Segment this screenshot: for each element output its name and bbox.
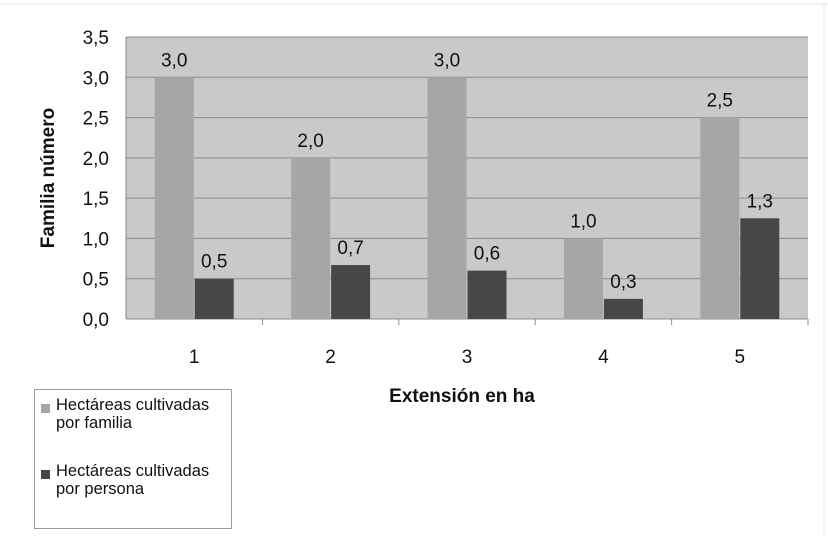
bar-persona-2 bbox=[331, 265, 371, 319]
y-tick-label: 1,0 bbox=[83, 229, 109, 250]
bar-persona-3 bbox=[467, 270, 507, 319]
bar-familia-5 bbox=[700, 117, 740, 319]
y-tick-label: 0,0 bbox=[83, 310, 109, 331]
data-label: 3,0 bbox=[434, 50, 460, 71]
data-label: 1,0 bbox=[570, 211, 596, 232]
y-axis-title: Familia número bbox=[38, 108, 59, 248]
legend-label-persona: Hectáreas cultivadas por persona bbox=[56, 462, 210, 498]
x-tick-label: 1 bbox=[189, 347, 200, 368]
data-label: 3,0 bbox=[161, 50, 187, 71]
legend-swatch-familia bbox=[41, 404, 50, 413]
legend-entry-familia: Hectáreas cultivadas por familia bbox=[41, 396, 227, 432]
x-tick-label: 4 bbox=[598, 347, 609, 368]
axes bbox=[0, 3, 828, 534]
bar-persona-5 bbox=[740, 218, 780, 319]
y-tick-label: 2,5 bbox=[83, 109, 109, 130]
data-label: 0,3 bbox=[610, 272, 636, 293]
x-tick-label: 2 bbox=[325, 347, 336, 368]
legend-entry-persona: Hectáreas cultivadas por persona bbox=[41, 462, 227, 498]
bars bbox=[154, 77, 780, 320]
legend-label-familia: Hectáreas cultivadas por familia bbox=[56, 396, 210, 432]
bar-persona-1 bbox=[194, 278, 234, 319]
tick-labels: 0,0 0,5 1,0 1,5 2,0 2,5 3,0 3,5 1 2 3 4 5 bbox=[83, 28, 746, 368]
bar-familia-4 bbox=[563, 238, 603, 319]
bar-familia-3 bbox=[427, 77, 467, 320]
bar-familia-2 bbox=[291, 157, 331, 319]
legend-swatch-persona bbox=[41, 470, 50, 479]
data-label: 1,3 bbox=[747, 191, 773, 212]
data-labels: 3,0 0,5 2,0 0,7 3,0 0,6 1,0 0,3 2,5 1,3 bbox=[161, 50, 773, 293]
plot-area bbox=[126, 37, 808, 319]
data-label: 0,5 bbox=[201, 252, 227, 273]
data-label: 0,6 bbox=[474, 244, 500, 265]
y-tick-label: 1,5 bbox=[83, 189, 109, 210]
bar-familia-1 bbox=[154, 77, 194, 320]
legend: Hectáreas cultivadas por familia Hectáre… bbox=[34, 389, 232, 529]
data-label: 0,7 bbox=[337, 238, 363, 259]
x-tick-label: 5 bbox=[735, 347, 746, 368]
data-label: 2,5 bbox=[707, 91, 733, 112]
y-tick-label: 2,0 bbox=[83, 149, 109, 170]
gridlines bbox=[125, 36, 809, 325]
y-tick-label: 3,0 bbox=[83, 68, 109, 89]
x-axis-title: Extensión en ha bbox=[389, 386, 535, 407]
y-tick-label: 3,5 bbox=[83, 28, 109, 49]
x-tick-label: 3 bbox=[462, 347, 473, 368]
data-label: 2,0 bbox=[297, 131, 323, 152]
y-tick-label: 0,5 bbox=[83, 270, 109, 291]
bar-persona-4 bbox=[603, 298, 643, 319]
